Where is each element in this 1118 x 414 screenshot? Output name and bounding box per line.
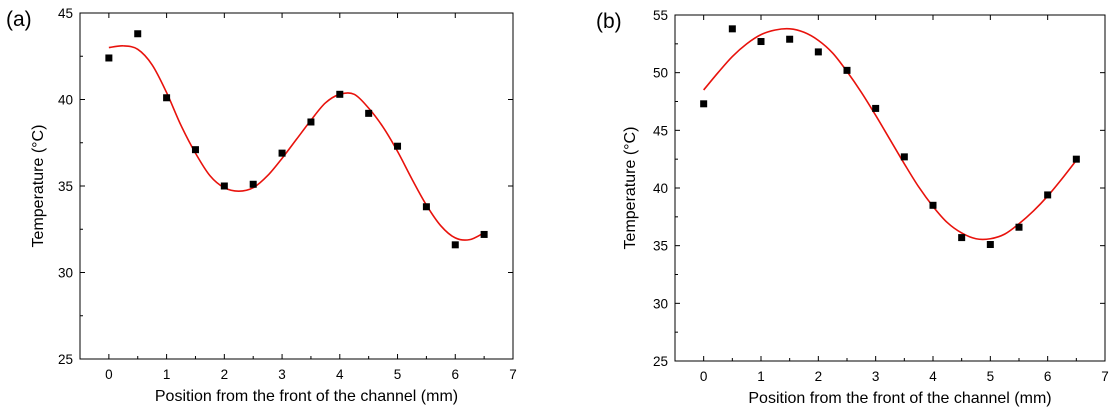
x-axis-title: Position from the front of the channel (… [155, 388, 458, 405]
panel-label: (a) [6, 8, 32, 31]
data-point [422, 203, 430, 211]
x-tick-label: 2 [221, 367, 229, 382]
data-point [134, 30, 142, 38]
data-point [220, 182, 228, 190]
x-tick-label: 3 [872, 369, 880, 384]
data-point [307, 118, 315, 126]
data-point [1072, 155, 1080, 163]
y-axis-title: Temperature (°C) [30, 125, 47, 248]
data-point [1044, 191, 1052, 199]
chart-panel-b: 0 1 2 3 4 5 6 7 25 30 35 40 45 50 55 Position from the … [590, 0, 1118, 414]
x-tick-label: 7 [1101, 369, 1109, 384]
x-tick-label: 6 [452, 367, 460, 382]
y-tick-label: 55 [653, 8, 668, 23]
y-tick-label: 35 [58, 179, 73, 194]
x-tick-label: 7 [509, 367, 517, 382]
x-tick-label: 6 [1044, 369, 1052, 384]
x-tick-label: 4 [336, 367, 344, 382]
data-point [757, 38, 765, 46]
panel-label: (b) [596, 10, 622, 33]
data-point [105, 54, 113, 62]
x-tick-label: 0 [105, 367, 113, 382]
data-point [814, 48, 822, 56]
x-tick-label: 5 [394, 367, 402, 382]
data-point [900, 153, 908, 161]
data-point [929, 201, 937, 209]
x-tick-label: 5 [987, 369, 995, 384]
data-point [480, 230, 488, 238]
x-tick-label: 2 [815, 369, 823, 384]
fit-curve [703, 27, 1077, 241]
data-point [1015, 223, 1023, 231]
data-point [872, 104, 880, 112]
chart-panel-a: 0 1 2 3 4 5 6 7 25 30 35 40 45 Position from the fron… [6, 6, 517, 405]
y-tick-label: 35 [653, 239, 668, 254]
y-tick-label: 30 [653, 296, 668, 311]
y-tick-label: 45 [653, 123, 668, 138]
data-point [700, 100, 708, 108]
data-point [278, 149, 286, 157]
y-axis-title: Temperature (°C) [622, 127, 639, 250]
data-point [394, 142, 402, 150]
data-point [986, 241, 994, 249]
data-point [728, 25, 736, 33]
data-point [365, 109, 373, 117]
x-tick-label: 0 [700, 369, 708, 384]
x-tick-label: 1 [163, 367, 171, 382]
x-tick-label: 1 [757, 369, 765, 384]
plot-frame [674, 14, 1106, 362]
y-tick-label: 40 [653, 181, 668, 196]
y-tick-label: 30 [58, 266, 73, 281]
data-point [249, 180, 257, 188]
data-point [191, 146, 199, 154]
fit-curve [108, 45, 485, 241]
x-tick-label: 4 [929, 369, 937, 384]
x-axis-title: Position from the front of the channel (… [748, 390, 1051, 407]
data-point [843, 66, 851, 74]
data-point [163, 94, 171, 102]
y-tick-label: 40 [58, 93, 73, 108]
data-point [958, 234, 966, 242]
x-tick-label: 3 [278, 367, 286, 382]
data-point [451, 241, 459, 249]
plot-frame [79, 12, 514, 360]
y-tick-label: 45 [58, 6, 73, 21]
data-point [786, 35, 794, 43]
y-tick-label: 25 [58, 352, 73, 367]
y-tick-label: 50 [653, 66, 668, 81]
data-point [336, 90, 344, 98]
y-tick-label: 25 [653, 354, 668, 369]
